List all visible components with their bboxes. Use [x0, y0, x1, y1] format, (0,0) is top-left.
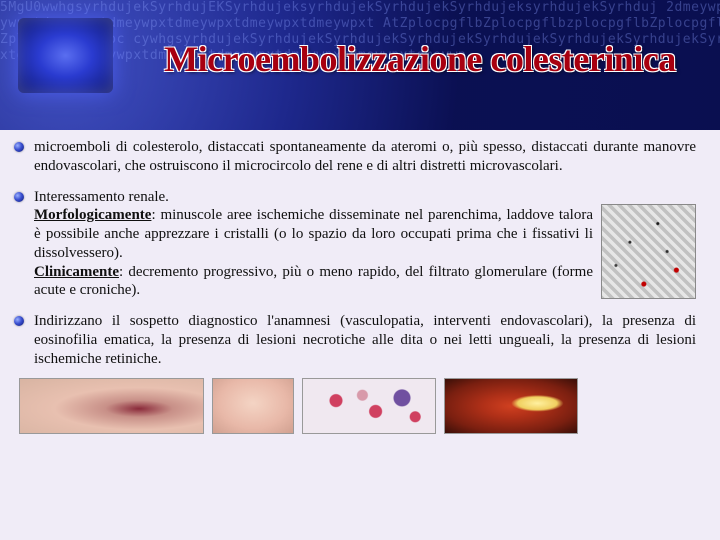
foot-lesion-image — [19, 378, 204, 434]
bullet-3-text: Indirizzano il sospetto diagnostico l'an… — [34, 313, 696, 367]
corner-decoration-box — [18, 18, 113, 93]
retina-fundus-image — [444, 378, 578, 434]
bullet-paragraph-1: microemboli di colesterolo, distaccati s… — [24, 138, 696, 176]
morphology-label: Morfologicamente — [34, 207, 151, 223]
blood-smear-image — [302, 378, 436, 434]
clinical-images-row — [19, 378, 696, 434]
histology-image — [601, 204, 696, 299]
clinical-label: Clinicamente — [34, 264, 119, 280]
toes-image — [212, 378, 294, 434]
bullet-paragraph-3: Indirizzano il sospetto diagnostico l'an… — [24, 312, 696, 368]
slide-title: Microembolizzazione colesterinica — [140, 38, 700, 80]
bullet-1-text: microemboli di colesterolo, distaccati s… — [34, 139, 696, 174]
bullet-icon — [14, 142, 24, 152]
header-texture: Microembolizzazione colesterinica — [0, 0, 720, 130]
bullet-icon — [14, 316, 24, 326]
bullet-icon — [14, 192, 24, 202]
bullet-2-heading: Interessamento renale. — [34, 189, 169, 205]
slide-body: microemboli di colesterolo, distaccati s… — [0, 130, 720, 540]
bullet-paragraph-2: Interessamento renale. Morfologicamente:… — [24, 188, 696, 301]
